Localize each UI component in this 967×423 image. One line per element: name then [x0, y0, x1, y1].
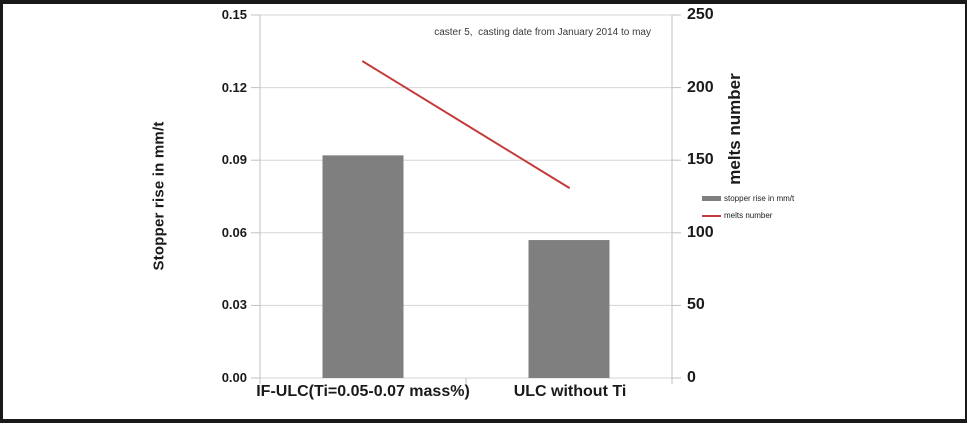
x-axis-category-label-2: ULC without Ti — [513, 383, 627, 400]
x-axis-category-label-1: IF-ULC(Ti=0.05-0.07 mass%) — [256, 383, 470, 400]
y-axis-right-tick-label: 100 — [687, 223, 714, 241]
y-axis-left-tick-label: 0.09 — [221, 152, 247, 168]
frame-border-right — [965, 0, 967, 423]
frame-border-bottom — [0, 419, 967, 423]
y-axis-right-tick-label: 250 — [687, 6, 714, 23]
legend-item-melts-number: melts number — [702, 211, 794, 220]
y-axis-left-tick-label: 0.12 — [221, 79, 247, 95]
y-axis-left-tick-label: 0.15 — [221, 7, 247, 22]
y-axis-left-title: Stopper rise in mm/t — [150, 121, 168, 271]
legend-label: melts number — [724, 211, 773, 220]
legend-item-stopper-rise: stopper rise in mm/t — [702, 194, 794, 203]
y-axis-left-tick-label: 0.06 — [221, 224, 247, 240]
y-axis-right-tick-label: 0 — [687, 369, 696, 386]
y-axis-right-tick-label: 150 — [687, 151, 714, 169]
legend-label: stopper rise in mm/t — [724, 194, 795, 203]
y-axis-right-tick-label: 50 — [687, 296, 705, 314]
line-swatch-icon — [702, 214, 721, 217]
bar-swatch-icon — [702, 196, 721, 201]
y-axis-right-tick-label: 200 — [687, 78, 714, 96]
bar-ULC without Ti — [528, 240, 610, 378]
bar-IF-ULC(Ti=0.05-0.07 mass%) — [322, 155, 404, 378]
chart-annotation: caster 5, casting date from January 2014… — [434, 27, 651, 38]
melts-number-line — [362, 60, 570, 189]
frame-border-left — [0, 0, 3, 423]
legend: stopper rise in mm/t melts number — [702, 194, 794, 220]
y-axis-left-tick-label: 0.00 — [221, 370, 247, 385]
y-axis-left-tick-label: 0.03 — [221, 297, 247, 313]
frame-border-top — [0, 0, 967, 4]
